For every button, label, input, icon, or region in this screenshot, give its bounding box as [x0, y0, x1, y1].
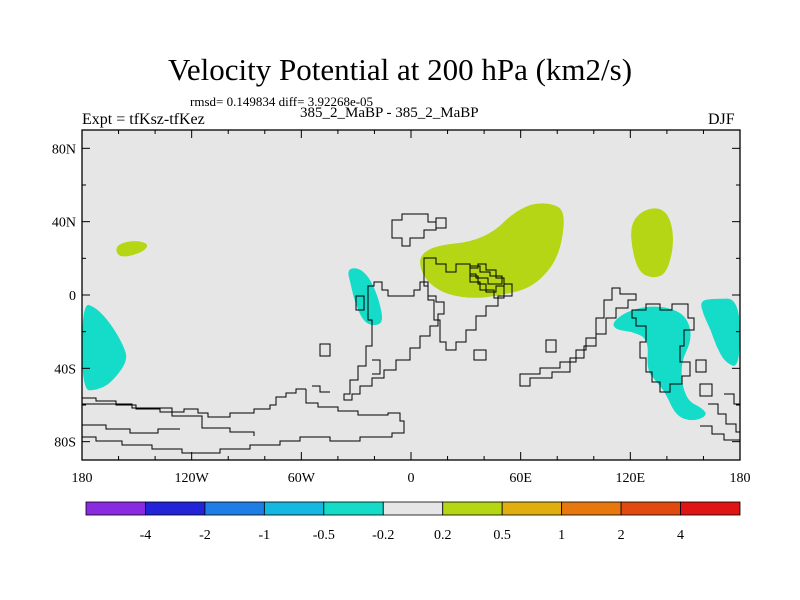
colorbar-label: 1 — [558, 528, 565, 543]
coastline-segment — [435, 217, 447, 229]
colorbar-swatch — [145, 501, 206, 516]
coastline-segment — [82, 388, 306, 418]
coastline-segment — [469, 265, 503, 285]
colorbar-label: 4 — [677, 528, 684, 543]
colorbar: -4 -2 -1 -0.5 -0.2 0.2 0.5 1 2 4 — [85, 501, 741, 543]
negative-anomaly-south-pacific-east — [701, 298, 740, 366]
coastline-segment — [469, 263, 505, 293]
colorbar-swatch — [442, 501, 503, 516]
colorbar-swatch — [501, 501, 563, 516]
coastline-segment — [82, 403, 255, 436]
coastline-segment — [355, 295, 365, 311]
negative-anomaly-south-atlantic — [348, 268, 383, 326]
stats-readout: rmsd= 0.149834 diff= 3.92268e-05 — [190, 94, 374, 109]
x-tick-label: 0 — [408, 471, 415, 486]
colorbar-swatch — [85, 501, 146, 516]
coastline-segment — [312, 385, 330, 393]
y-tick-label: 80S — [54, 436, 76, 451]
negative-anomaly-maritime-continent — [613, 306, 706, 421]
x-tick-label: 60E — [509, 471, 532, 486]
x-tick-label: 180 — [730, 471, 751, 486]
colorbar-label: 2 — [618, 528, 625, 543]
positive-anomaly-asia-africa — [420, 203, 564, 298]
y-axis: 80N 40N 0 40S 80S — [52, 142, 740, 451]
coastline-segment — [695, 359, 707, 373]
y-tick-label: 80N — [52, 142, 76, 157]
colorbar-label: -0.2 — [372, 528, 394, 543]
positive-anomaly-north-pacific-east — [631, 208, 673, 278]
coastline-segment — [343, 281, 445, 401]
coastline-segment — [372, 359, 381, 375]
plot-background — [82, 130, 740, 460]
season-label: DJF — [708, 111, 735, 128]
x-tick-label: 60W — [288, 471, 316, 486]
colorbar-label: 0.2 — [434, 528, 452, 543]
coastline-segment — [423, 257, 513, 351]
colorbar-label: -2 — [199, 528, 211, 543]
x-axis: 180 120W 60W 0 60E 120E 180 — [72, 130, 751, 486]
colorbar-label: -4 — [140, 528, 152, 543]
anomaly-regions — [82, 203, 740, 421]
x-tick-label: 120W — [175, 471, 210, 486]
y-tick-label: 40N — [52, 216, 76, 231]
y-tick-label: 40S — [54, 362, 76, 377]
coastlines — [82, 213, 740, 454]
x-tick-label: 120E — [616, 471, 646, 486]
colorbar-swatch — [204, 501, 265, 516]
coastline-segment — [519, 287, 637, 387]
y-tick-label: 0 — [69, 289, 76, 304]
colorbar-swatch — [263, 501, 325, 516]
coastline-segment — [473, 349, 487, 361]
colorbar-swatch — [680, 501, 741, 516]
coastline-segment — [700, 425, 740, 441]
colorbar-swatch — [382, 501, 444, 516]
coastline-segment — [319, 343, 331, 357]
negative-anomaly-east-pacific — [82, 304, 127, 391]
plot-area — [82, 130, 740, 460]
coastline-segment — [699, 383, 713, 397]
coastline-segment — [545, 339, 557, 353]
coastline-segment — [724, 393, 740, 405]
coastline-segment — [82, 424, 180, 434]
positive-anomaly-north-pacific — [116, 241, 148, 257]
colorbar-label: -1 — [259, 528, 271, 543]
coastline-segment — [708, 403, 740, 433]
coastline-segment — [391, 213, 437, 247]
x-tick-label: 180 — [72, 471, 93, 486]
case-label: 385_2_MaBP - 385_2_MaBP — [300, 105, 479, 121]
colorbar-swatch — [323, 501, 384, 516]
chart-title: Velocity Potential at 200 hPa (km2/s) — [167, 52, 633, 87]
experiment-label: Expt = tfKsz-tfKez — [82, 111, 205, 128]
colorbar-label: 0.5 — [493, 528, 511, 543]
coastline-segment — [82, 389, 405, 454]
colorbar-swatch — [620, 501, 681, 516]
colorbar-swatch — [561, 501, 622, 516]
colorbar-label: -0.5 — [313, 528, 335, 543]
coastline-segment — [631, 303, 695, 393]
